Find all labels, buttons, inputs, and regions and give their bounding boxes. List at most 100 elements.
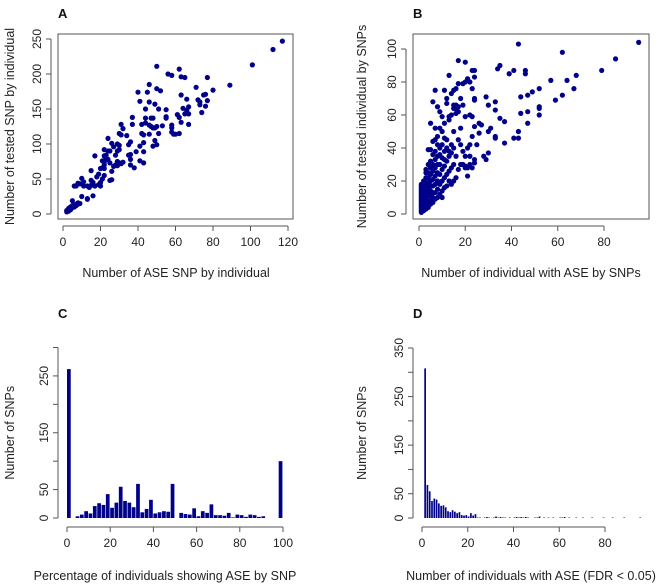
plot-box: [412, 33, 650, 220]
histogram-bar: [140, 512, 145, 518]
histogram-bar: [222, 515, 227, 518]
x-tick-label: 40: [131, 235, 145, 249]
data-point: [178, 74, 184, 80]
histogram-bar: [200, 511, 205, 518]
histogram-bar: [127, 502, 132, 518]
data-point: [120, 126, 126, 132]
data-point: [146, 131, 152, 137]
data-point: [455, 137, 461, 143]
data-point: [101, 147, 107, 153]
data-point: [114, 148, 120, 154]
histogram-bar: [153, 513, 158, 518]
data-point: [152, 101, 158, 107]
histogram-bar: [261, 516, 266, 518]
data-point: [444, 158, 450, 164]
histogram-bar: [110, 507, 114, 518]
y-tick-label: 350: [392, 338, 406, 358]
data-point: [451, 161, 457, 168]
data-point: [127, 156, 134, 162]
data-point: [439, 114, 445, 120]
data-point: [451, 102, 457, 108]
histogram-bar: [474, 514, 477, 518]
data-point: [146, 99, 152, 105]
data-point: [515, 128, 522, 135]
histogram-bar: [166, 511, 171, 518]
histogram-bar: [524, 517, 527, 518]
data-point: [156, 130, 162, 137]
panel-b: B 0 20 40 60 80 0 20 40 60 80 100 Number of individu…: [355, 6, 650, 280]
histogram-bar: [447, 511, 449, 518]
x-tick-label: 80: [598, 536, 612, 550]
data-point: [137, 143, 143, 149]
y-tick-label: 150: [392, 435, 406, 455]
histogram-bar: [456, 513, 458, 518]
histogram-bar: [157, 512, 162, 518]
data-point: [441, 87, 448, 93]
data-point: [460, 102, 466, 108]
histogram-bar: [123, 500, 127, 518]
data-point: [71, 183, 77, 189]
data-point: [79, 175, 85, 181]
data-point: [92, 153, 98, 159]
data-point: [184, 96, 190, 102]
histogram-bar: [442, 505, 445, 518]
data-point: [126, 142, 132, 148]
data-point: [75, 201, 81, 207]
data-point: [137, 158, 143, 164]
x-tick-label: 100: [273, 536, 293, 550]
data-point: [131, 165, 137, 171]
data-point: [518, 94, 524, 100]
histogram-bar: [114, 502, 119, 518]
data-point: [434, 186, 441, 192]
data-point: [249, 62, 255, 68]
data-point: [458, 95, 464, 102]
histogram-bar: [248, 514, 253, 518]
x-tick-label: 40: [507, 536, 521, 550]
data-point: [471, 160, 478, 166]
data-point: [199, 109, 205, 116]
x-tick-label: 40: [147, 536, 161, 550]
data-point: [437, 109, 443, 115]
histogram-bar: [149, 499, 153, 518]
data-point: [453, 153, 459, 159]
histogram-bar: [209, 504, 214, 518]
histogram-bar: [467, 516, 470, 518]
x-tick-label: 20: [461, 536, 475, 550]
x-axis-title: Percentage of individuals showing ASE by…: [34, 569, 297, 583]
data-point: [204, 98, 210, 104]
data-point: [469, 133, 475, 140]
data-point: [464, 173, 471, 179]
y-tick-label: 100: [30, 134, 44, 154]
x-tick-label: 60: [190, 536, 204, 550]
y-tick-label: 250: [392, 386, 406, 406]
data-point: [451, 128, 457, 135]
data-point: [439, 155, 445, 161]
data-point: [270, 46, 276, 53]
data-point: [109, 168, 115, 174]
histogram-bar: [170, 483, 175, 518]
data-point: [139, 121, 145, 127]
data-point: [476, 130, 482, 136]
data-point: [458, 125, 464, 131]
data-point: [471, 123, 478, 130]
data-point: [471, 95, 478, 102]
histogram-bar: [465, 515, 468, 518]
x-tick-label: 40: [505, 235, 519, 249]
data-point: [511, 135, 517, 141]
data-point: [492, 135, 498, 141]
data-point: [501, 140, 508, 146]
histogram-bar: [278, 461, 283, 518]
data-point: [441, 135, 448, 141]
data-point: [135, 89, 141, 95]
data-point: [455, 166, 461, 173]
data-point: [430, 99, 436, 105]
data-point: [495, 66, 501, 72]
histogram-bar: [431, 501, 433, 518]
x-axis-title: Number of ASE SNP by individual: [82, 266, 269, 280]
x-tick-label: 80: [597, 235, 611, 249]
data-point: [146, 81, 152, 88]
data-point: [111, 163, 117, 169]
data-point: [126, 152, 132, 158]
x-tick-label: 20: [459, 235, 473, 249]
